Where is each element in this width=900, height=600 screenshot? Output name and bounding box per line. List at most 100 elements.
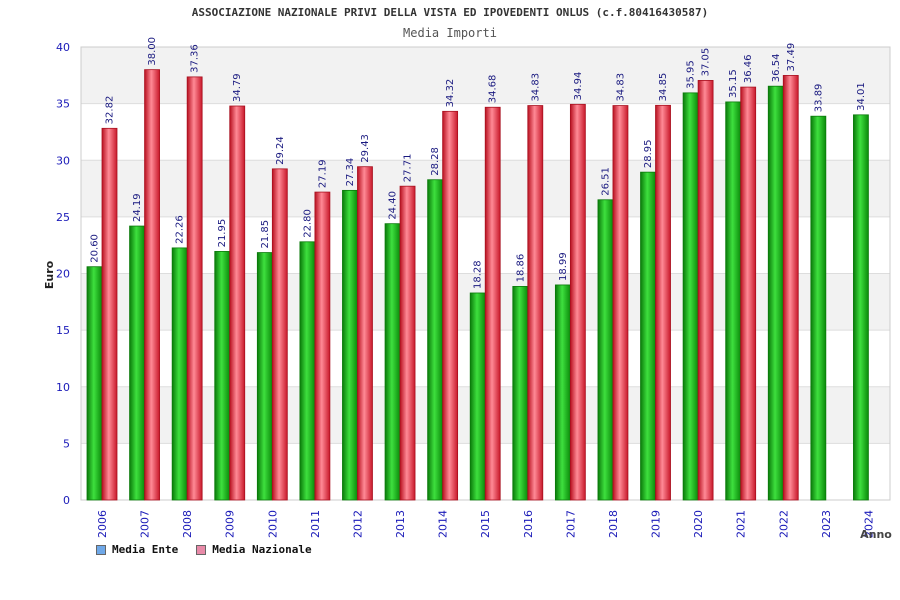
data-label: 22.26 xyxy=(175,215,186,244)
data-label: 34.83 xyxy=(615,73,626,102)
bar-media-nazionale xyxy=(697,80,714,501)
x-tick-label: 2014 xyxy=(437,510,450,538)
bar-media-nazionale xyxy=(314,191,331,501)
y-tick-label: 5 xyxy=(63,437,70,450)
data-label: 28.95 xyxy=(643,140,654,169)
data-label: 35.95 xyxy=(686,60,697,89)
x-tick-label: 2010 xyxy=(266,510,279,538)
bar-media-nazionale xyxy=(612,105,629,501)
bar-media-nazionale xyxy=(442,110,459,501)
data-label: 18.28 xyxy=(473,260,484,289)
y-tick-label: 40 xyxy=(56,41,70,54)
x-tick-label: 2022 xyxy=(777,510,790,538)
bar-media-ente xyxy=(299,241,316,501)
data-label: 24.19 xyxy=(132,193,143,222)
data-label: 24.40 xyxy=(388,191,399,220)
data-label: 34.83 xyxy=(530,73,541,102)
bar-media-ente xyxy=(171,247,188,501)
x-tick-label: 2020 xyxy=(692,510,705,538)
bar-media-ente xyxy=(853,114,869,501)
bar-media-ente xyxy=(86,266,103,501)
data-label: 21.95 xyxy=(217,219,228,248)
bar-media-ente xyxy=(469,292,486,501)
data-label: 22.80 xyxy=(302,209,313,238)
data-label: 35.15 xyxy=(728,69,739,98)
y-tick-label: 15 xyxy=(56,324,70,337)
data-label: 37.36 xyxy=(190,44,201,73)
x-axis-label: Anno xyxy=(860,528,892,541)
data-label: 37.49 xyxy=(786,43,797,72)
bar-media-ente xyxy=(725,101,742,501)
data-label: 26.51 xyxy=(600,167,611,196)
legend-item-nazionale: Media Nazionale xyxy=(196,543,312,556)
bar-media-ente xyxy=(427,179,444,501)
bar-media-ente xyxy=(256,252,273,501)
data-label: 27.71 xyxy=(403,154,414,183)
bar-media-ente xyxy=(597,199,614,501)
x-tick-label: 2018 xyxy=(607,510,620,538)
bar-media-nazionale xyxy=(527,105,544,501)
data-label: 20.60 xyxy=(90,234,101,263)
bar-media-ente xyxy=(554,284,571,501)
x-tick-label: 2013 xyxy=(394,510,407,538)
x-tick-label: 2006 xyxy=(96,510,109,538)
bar-media-ente xyxy=(214,251,231,501)
data-label: 37.05 xyxy=(701,48,712,77)
legend-label-nazionale: Media Nazionale xyxy=(212,543,312,556)
bar-media-ente xyxy=(810,115,827,501)
x-tick-label: 2009 xyxy=(224,510,237,538)
bar-media-ente xyxy=(129,225,145,501)
legend-swatch-ente xyxy=(96,544,106,555)
legend-item-ente: Media Ente xyxy=(96,543,178,556)
bar-media-nazionale xyxy=(740,86,757,501)
x-tick-label: 2007 xyxy=(139,510,152,538)
bar-media-nazionale xyxy=(144,69,160,501)
x-tick-label: 2017 xyxy=(564,510,577,538)
data-label: 33.89 xyxy=(813,84,824,113)
data-label: 34.68 xyxy=(488,75,499,104)
chart-subtitle: Media Importi xyxy=(403,26,497,40)
bar-media-nazionale xyxy=(655,104,671,501)
x-tick-label: 2008 xyxy=(181,510,194,538)
y-tick-label: 20 xyxy=(56,268,70,281)
data-label: 29.24 xyxy=(275,136,286,165)
bar-media-nazionale xyxy=(229,105,246,501)
data-label: 29.43 xyxy=(360,134,371,163)
data-label: 27.34 xyxy=(345,158,356,187)
x-tick-label: 2012 xyxy=(351,510,364,538)
bar-media-nazionale xyxy=(357,166,373,501)
y-tick-label: 35 xyxy=(56,98,70,111)
bar-media-ente xyxy=(767,85,784,501)
data-label: 36.54 xyxy=(771,54,782,83)
data-label: 34.32 xyxy=(445,79,456,108)
data-label: 27.19 xyxy=(317,159,328,188)
x-tick-label: 2019 xyxy=(650,510,663,538)
data-label: 34.94 xyxy=(573,72,584,101)
bar-media-nazionale xyxy=(101,127,118,501)
data-label: 36.46 xyxy=(743,54,754,83)
x-tick-label: 2016 xyxy=(522,510,535,538)
y-tick-label: 10 xyxy=(56,381,70,394)
y-tick-label: 0 xyxy=(63,494,70,507)
legend-swatch-nazionale xyxy=(196,544,207,555)
x-tick-label: 2024 xyxy=(862,510,875,538)
data-label: 32.82 xyxy=(105,96,116,125)
data-label: 28.28 xyxy=(430,147,441,176)
legend-label-ente: Media Ente xyxy=(112,543,179,556)
bar-media-ente xyxy=(342,189,358,501)
x-tick-label: 2015 xyxy=(479,510,492,538)
chart-title: ASSOCIAZIONE NAZIONALE PRIVI DELLA VISTA… xyxy=(191,6,709,19)
data-label: 21.85 xyxy=(260,220,271,249)
bar-media-nazionale xyxy=(399,185,416,501)
data-label: 18.99 xyxy=(558,252,569,281)
bar-media-ente xyxy=(512,286,529,501)
data-label: 34.01 xyxy=(856,82,867,111)
data-label: 38.00 xyxy=(147,37,158,66)
data-label: 34.79 xyxy=(232,73,243,102)
bar-media-ente xyxy=(640,171,656,501)
legend: Media Ente Media Nazionale xyxy=(96,543,312,556)
bar-media-nazionale xyxy=(186,76,203,501)
x-tick-label: 2023 xyxy=(820,510,833,538)
bar-media-nazionale xyxy=(782,75,799,501)
